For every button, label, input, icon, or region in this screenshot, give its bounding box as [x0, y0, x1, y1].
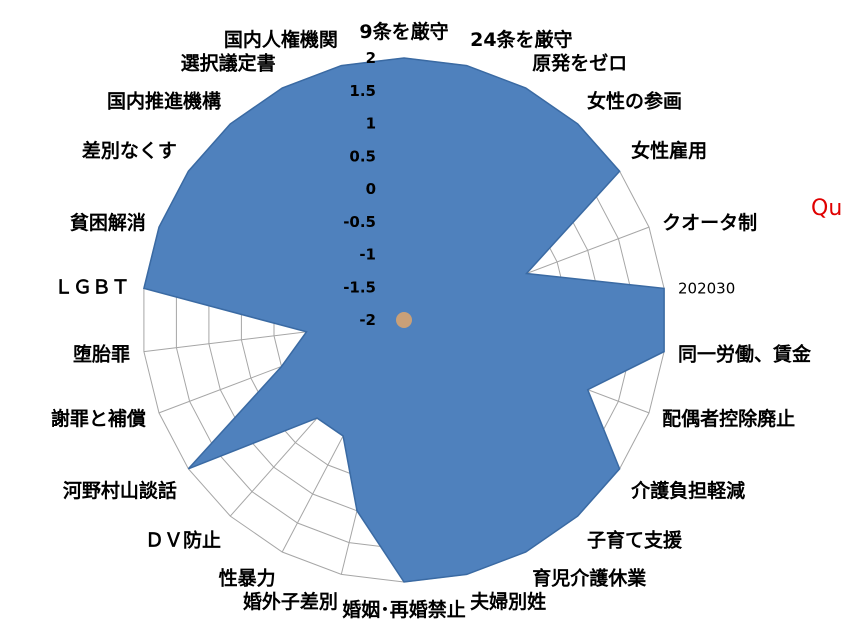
category-label: 選択議定書	[181, 52, 276, 75]
category-label: 9条を厳守	[359, 20, 448, 43]
axis-tick-label: -0.5	[343, 213, 376, 231]
overflow-red-text: Qu	[811, 196, 842, 221]
category-label: 河野村山談話	[63, 479, 177, 502]
axis-tick-label: -1	[359, 246, 376, 264]
category-label: 婚外子差別	[243, 590, 338, 613]
category-label: ＤＶ防止	[145, 529, 221, 552]
category-label: 202030	[678, 280, 735, 298]
category-label: 国内推進機構	[107, 89, 221, 112]
category-label: 原発をゼロ	[532, 52, 627, 75]
axis-tick-label: 1.5	[349, 82, 376, 100]
category-label: 同一労働、賃金	[678, 342, 812, 365]
category-label: 配偶者控除廃止	[662, 407, 795, 430]
axis-tick-label: -2	[359, 311, 376, 329]
category-label: ＬＧＢＴ	[54, 277, 130, 299]
category-label: 夫婦別姓	[470, 590, 546, 613]
center-dot	[396, 312, 412, 328]
axis-tick-label: -1.5	[343, 278, 376, 296]
category-label: 堕胎罪	[73, 342, 130, 365]
category-label: 性暴力	[219, 566, 276, 589]
category-label: クオータ制	[662, 211, 757, 234]
axis-tick-label: 0.5	[349, 147, 376, 165]
axis-tick-label: 0	[366, 180, 376, 198]
axis-tick-label: 1	[366, 115, 376, 133]
category-label: 介護負担軽減	[630, 479, 745, 502]
category-label: 差別なくす	[82, 139, 177, 162]
category-label: 女性の参画	[587, 89, 682, 112]
axis-tick-label: 2	[366, 49, 376, 67]
category-label: 女性雇用	[631, 139, 707, 162]
category-label: 謝罪と補償	[51, 407, 146, 430]
category-label: 24条を厳守	[470, 28, 572, 51]
category-label: 婚姻･再婚禁止	[342, 598, 466, 621]
category-label: 貧困解消	[70, 211, 146, 234]
category-label: 子育て支援	[587, 529, 683, 552]
category-label: 育児介護休業	[532, 566, 647, 589]
category-label: 国内人権機関	[224, 28, 338, 51]
radar-series-layer	[144, 58, 664, 582]
